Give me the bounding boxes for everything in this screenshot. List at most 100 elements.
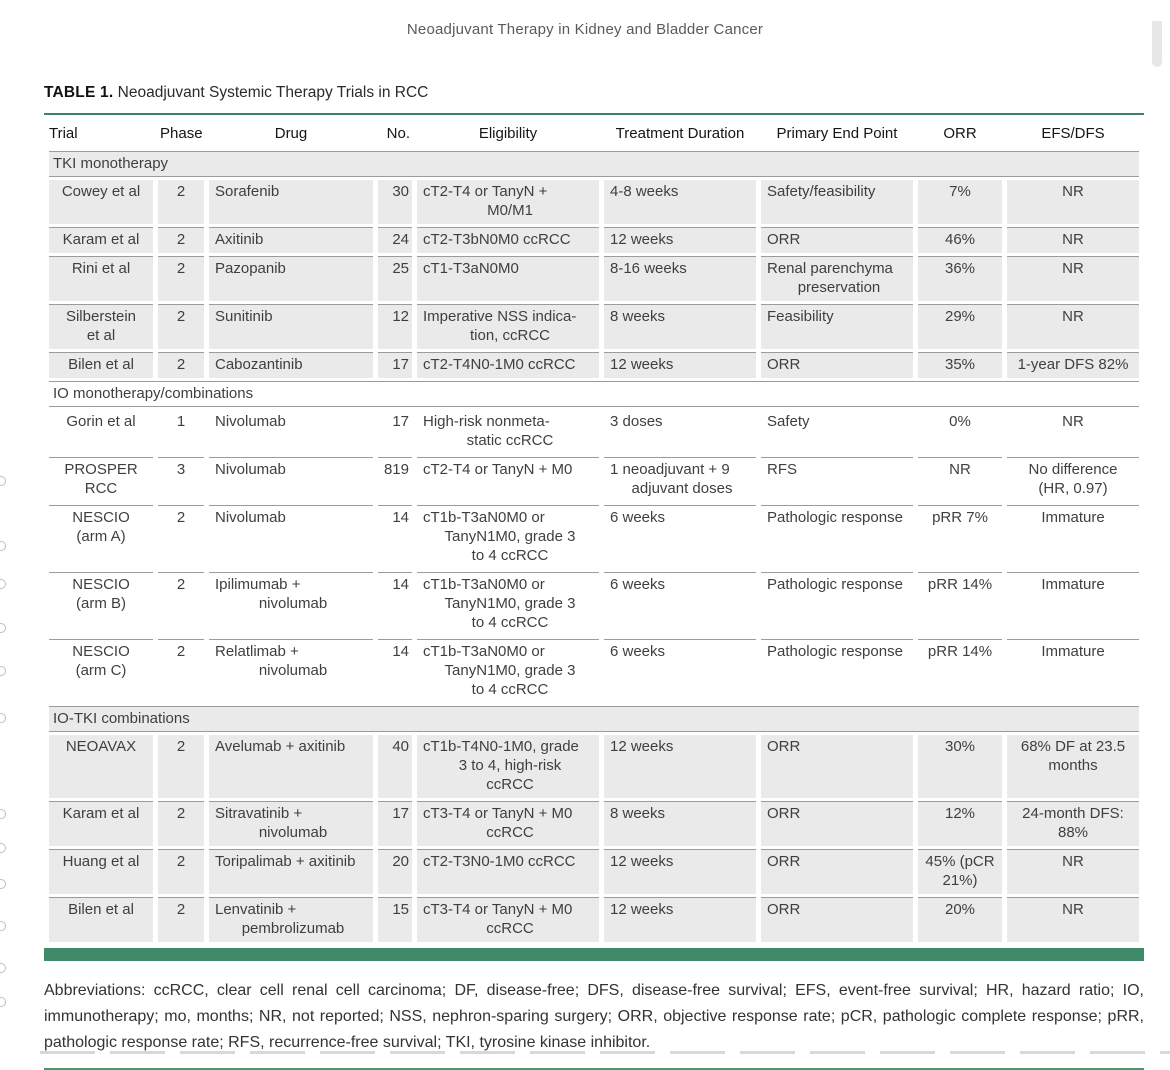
cell-line: NEOAVAX [65,738,137,755]
page: { "page": { "running_head": "Neoadjuvant… [0,21,1170,1070]
table-cell: cT2-T4N0-1M0 ccRCC [417,352,599,378]
cell-line: Sunitinib [215,308,273,325]
column-header: Trial [49,125,78,142]
cell-line: Immature [1041,643,1105,660]
table-cell: cT3-T4 or TanyN + M0 ccRCC [417,801,599,846]
table-cell: 2 [158,256,204,301]
table-cell: 1-year DFS 82% [1007,352,1139,378]
cell-line: ORR [767,853,801,870]
cell-line: cT2-T3bN0M0 ccRCC [423,231,571,248]
running-head: Neoadjuvant Therapy in Kidney and Bladde… [406,21,764,38]
table-cell: pRR 7% [918,505,1002,569]
table-cell: NESCIO (arm B) [49,572,153,636]
cell-line: 8 weeks [610,805,666,822]
cell-line: 2 [176,231,186,248]
table-cell: Immature [1007,639,1139,703]
table-cell: 12 [378,304,412,349]
section-header: TKI monotherapy [49,151,1139,177]
cell-line: Immature [1041,509,1105,526]
cell-line: 12 weeks [610,231,674,248]
table-cell: 12% [918,801,1002,846]
cell-line: pRR 7% [932,509,988,526]
column-header: Drug [274,125,308,142]
cell-line: Cowey et al [61,183,141,200]
column-header: Treatment Duration [615,125,745,142]
cell-line: pembrolizumab [241,920,345,937]
cell-line: 12% [944,805,976,822]
table-cell: 3 [158,457,204,502]
cell-line: NR [1062,413,1084,430]
cell-line: nivolumab [258,824,328,841]
cell-line: 12 [392,308,409,325]
cell-line: 46% [944,231,976,248]
table-cell: NR [1007,849,1139,894]
table-cell: 14 [378,505,412,569]
margin-text-fragment [0,843,6,853]
cell-line: 68% DF at 23.5 [1020,738,1126,755]
cell-line: Karam et al [62,231,140,248]
table-cell: 2 [158,505,204,569]
cell-line: 2 [176,643,186,660]
table-cell: Feasibility [761,304,913,349]
cell-line: Avelumab + axitinib [215,738,346,755]
cell-line: Safety/feasibility [767,183,876,200]
cell-line: High-risk nonmeta- [423,413,550,430]
cell-line: 3 [176,461,186,478]
margin-text-fragment [0,963,6,973]
cell-line: 36% [944,260,976,277]
table-cell: ORR [761,227,913,253]
cell-line: ccRCC [486,776,534,793]
table-cell: No difference (HR, 0.97) [1007,457,1139,502]
cell-line: 14 [392,643,409,660]
cell-line: (arm A) [76,528,126,545]
table-cell: 12 weeks [604,227,756,253]
cell-line: 14 [392,576,409,593]
table-cell: ORR [761,352,913,378]
cell-line: 0% [949,413,971,430]
table-cell: NR [1007,256,1139,301]
cell-line: ORR [767,356,801,373]
table-cell: 29% [918,304,1002,349]
table-cell: 8 weeks [604,304,756,349]
margin-text-fragment [0,713,6,723]
margin-text-fragment [0,997,6,1007]
section-header-row: TKI monotherapy [49,151,1139,177]
scrollbar-thumb[interactable] [1152,21,1162,67]
table-cell: 24 [378,227,412,253]
cell-line: 1-year DFS 82% [1017,356,1129,373]
cell-line: pRR 14% [927,643,993,660]
table-cell: cT3-T4 or TanyN + M0 ccRCC [417,897,599,942]
cell-line: 24-month DFS: [1022,805,1124,822]
cell-line: 8 weeks [610,308,666,325]
table-cell: Pathologic response [761,639,913,703]
table-cell: 45% (pCR 21%) [918,849,1002,894]
table-cell: 12 weeks [604,849,756,894]
cell-line: 12 weeks [610,738,674,755]
table-cell: Sunitinib [209,304,373,349]
cell-line: NR [1062,901,1084,918]
table-cell: 35% [918,352,1002,378]
table-cell: 30 [378,180,412,224]
table-cell: 20 [378,849,412,894]
margin-text-fragment [0,579,6,589]
table-cell: Sorafenib [209,180,373,224]
margin-text-fragment [0,921,6,931]
cell-line: cT1b-T3aN0M0 or [423,509,545,526]
table-cell: 7% [918,180,1002,224]
table-row: Bilen et al 2 Cabozantinib 17 cT2-T4N0-1M0 c… [49,352,1139,378]
table-cell: 2 [158,801,204,846]
cell-line: M0/M1 [487,202,533,219]
cell-line: 2 [176,509,186,526]
cell-line: Feasibility [767,308,834,325]
cell-line: Imperative NSS indica- [423,308,577,325]
cell-line: 819 [383,461,409,478]
cell-line: Pazopanib [215,260,286,277]
cell-line: Rini et al [71,260,131,277]
margin-text-fragment [0,809,6,819]
table-cell: Nivolumab [209,505,373,569]
cell-line: cT1b-T3aN0M0 or [423,643,545,660]
margin-text-fragment [0,666,6,676]
cell-line: et al [86,327,116,344]
table-cell: 2 [158,735,204,798]
column-header: ORR [943,125,977,142]
